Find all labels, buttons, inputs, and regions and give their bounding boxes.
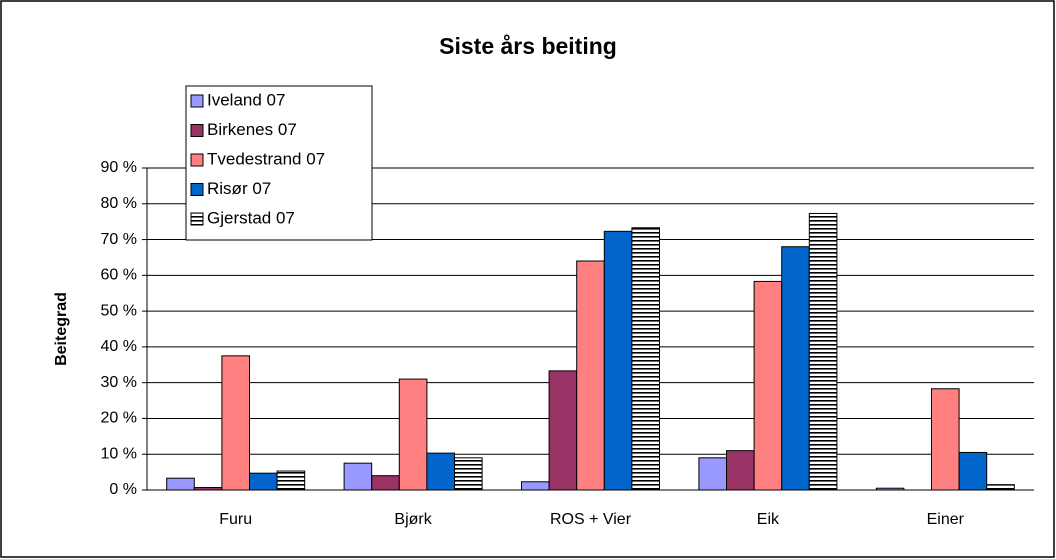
legend-swatch <box>190 212 204 226</box>
x-tick-label: Furu <box>219 511 252 528</box>
bar <box>548 370 578 491</box>
x-tick-label: Einer <box>927 511 965 528</box>
x-tick-label: Eik <box>757 511 780 528</box>
y-tick-label: 30 % <box>101 374 137 391</box>
bar <box>249 472 278 491</box>
bar <box>371 475 400 491</box>
legend-label: Birkenes 07 <box>207 120 297 139</box>
bar <box>631 227 661 491</box>
legend-label: Gjerstad 07 <box>207 208 295 227</box>
bar <box>726 450 755 491</box>
bar <box>931 388 960 491</box>
y-tick-label: 10 % <box>101 445 137 462</box>
x-tick-label: ROS + Vier <box>550 511 632 528</box>
y-tick-label: 60 % <box>101 267 137 284</box>
bar <box>875 487 905 491</box>
bar <box>753 280 783 491</box>
bar <box>398 378 428 491</box>
bar <box>576 260 605 491</box>
bar <box>193 486 223 491</box>
bar <box>986 484 1015 491</box>
bar <box>454 457 483 491</box>
legend-box <box>185 85 373 241</box>
y-tick-label: 40 % <box>101 338 137 355</box>
legend-swatch <box>190 153 204 167</box>
bar <box>221 355 250 491</box>
bar <box>603 230 633 491</box>
bar <box>276 470 306 491</box>
bar <box>166 477 195 491</box>
bar <box>808 212 838 491</box>
x-tick-label: Bjørk <box>394 511 432 528</box>
y-tick-label: 70 % <box>101 231 137 248</box>
bar <box>426 452 455 491</box>
bar <box>698 457 728 491</box>
chart-title: Siste års beiting <box>439 33 617 59</box>
bar <box>343 462 373 491</box>
y-tick-label: 50 % <box>101 302 137 319</box>
legend-label: Iveland 07 <box>207 90 285 109</box>
y-tick-label: 80 % <box>101 195 137 212</box>
legend-label: Tvedestrand 07 <box>207 149 325 168</box>
y-tick-label: 0 % <box>109 481 137 498</box>
legend-label: Risør 07 <box>207 179 271 198</box>
y-tick-label: 90 % <box>101 159 137 176</box>
legend-swatch <box>190 183 204 196</box>
bar <box>781 246 810 491</box>
y-axis-label: Beitegrad <box>53 292 70 366</box>
bar <box>958 451 988 491</box>
legend-swatch <box>190 124 204 137</box>
bar <box>521 481 550 491</box>
legend-swatch <box>190 94 204 108</box>
y-tick-label: 20 % <box>101 410 137 427</box>
